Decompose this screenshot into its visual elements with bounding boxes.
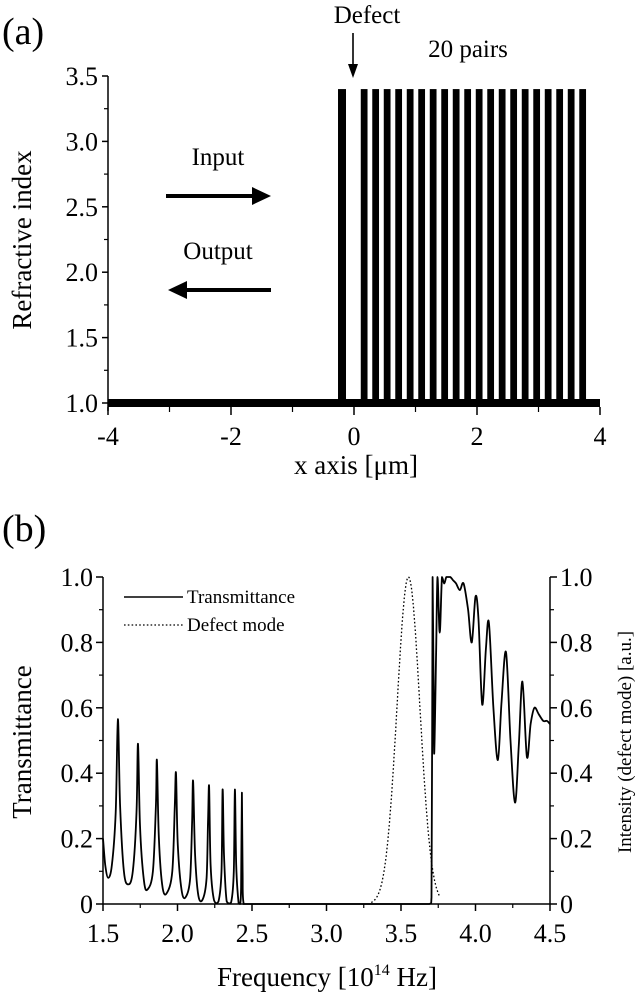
output-annotation: Output (183, 238, 253, 265)
high-index-layer (429, 89, 437, 403)
y-tick-label: 2.5 (66, 193, 99, 222)
panel-b-y-axis-title: Transmittance (7, 665, 37, 818)
x-tick-label: 1.5 (87, 919, 120, 948)
y-tick-label: 1.5 (66, 324, 99, 353)
background-index-line (108, 399, 600, 407)
x-tick-label: 4.0 (459, 919, 492, 948)
high-index-layer (567, 89, 575, 403)
high-index-layer (556, 89, 564, 403)
defect-annotation: Defect (334, 2, 401, 29)
y-tick-label-right: 0.4 (560, 759, 593, 788)
refractive-index-profile (108, 89, 600, 407)
panel-a-label: (a) (2, 11, 44, 53)
panel-b-right-axis-title: Intensity (defect mode) [a.u.] (615, 631, 636, 853)
panel-b-label: (b) (2, 508, 46, 550)
transmittance-curve (102, 576, 551, 905)
high-index-layer (372, 89, 380, 403)
x-tick-label: -2 (220, 422, 242, 451)
y-tick-label-left: 0.6 (61, 694, 94, 723)
high-index-layer (406, 89, 414, 403)
y-tick-label-left: 1.0 (61, 563, 94, 592)
input-annotation: Input (192, 144, 245, 171)
y-tick-label-right: 0.2 (560, 825, 593, 854)
panel-a-y-axis-title: Refractive index (7, 150, 37, 330)
legend: Transmittance Defect mode (124, 587, 295, 636)
y-tick-label-right: 1.0 (560, 563, 593, 592)
pairs-annotation: 20 pairs (428, 36, 508, 63)
panel-b-axes: 0 0 0.2 0.2 0.4 0.4 0.6 0.6 0.8 0.8 1.0 1.0 1.5 2.0 2.… (61, 563, 593, 948)
y-tick-label-right: 0.8 (560, 628, 593, 657)
y-tick-label-right: 0.6 (560, 694, 593, 723)
x-title-sup: 14 (374, 962, 390, 979)
defect-mode-curve (370, 576, 441, 904)
panel-a-axes: 1.0 1.5 2.0 2.5 3.0 3.5 -4 -2 0 2 4 (66, 62, 607, 451)
defect-arrow-icon (348, 33, 358, 78)
x-title-main: Frequency [10 (217, 962, 374, 992)
high-index-layer (510, 89, 518, 403)
y-tick-label-left: 0.2 (61, 825, 94, 854)
legend-transmittance: Transmittance (187, 587, 295, 608)
x-tick-label: 3.0 (310, 919, 343, 948)
x-tick-label: 4 (594, 422, 607, 451)
panel-a-x-axis-title: x axis [μm] (294, 450, 418, 480)
high-index-layer (579, 89, 587, 403)
x-tick-label: 2.0 (161, 919, 194, 948)
panel-b-x-axis-title: Frequency [1014 Hz] (217, 962, 437, 992)
x-tick-label: 2.5 (236, 919, 269, 948)
high-index-layer (475, 89, 483, 403)
y-tick-label: 3.0 (66, 127, 99, 156)
high-index-layer (544, 89, 552, 403)
high-index-layer (533, 89, 541, 403)
panel-a: (a) 1.0 1.5 2.0 2.5 3.0 3.5 -4 -2 0 2 4 x axis [μm… (2, 2, 607, 480)
y-tick-label-left: 0 (80, 890, 93, 919)
y-tick-label: 1.0 (66, 389, 99, 418)
x-tick-label: -4 (97, 422, 119, 451)
y-tick-label-right: 0 (560, 890, 573, 919)
high-index-layer (487, 89, 495, 403)
y-tick-label: 3.5 (66, 62, 99, 91)
high-index-layer (498, 89, 506, 403)
x-tick-label: 0 (348, 422, 361, 451)
high-index-layer (383, 89, 391, 403)
defect-layer (338, 89, 347, 403)
high-index-layer (441, 89, 449, 403)
x-tick-label: 2 (471, 422, 484, 451)
high-index-layer (360, 89, 368, 403)
y-tick-label-left: 0.8 (61, 628, 94, 657)
x-tick-label: 3.5 (385, 919, 418, 948)
input-arrow-icon (166, 187, 271, 205)
legend-defect-mode: Defect mode (187, 615, 285, 636)
high-index-layer (395, 89, 403, 403)
high-index-layer (521, 89, 529, 403)
high-index-layer (464, 89, 472, 403)
x-title-end: Hz] (390, 962, 437, 992)
output-arrow-icon (168, 281, 271, 299)
panel-b: (b) 0 0 0.2 0.2 0.4 0.4 0.6 0.6 0.8 0.8 1.0 1.0 1.5 2… (2, 508, 636, 992)
y-tick-label-left: 0.4 (61, 759, 94, 788)
y-tick-label: 2.0 (66, 258, 99, 287)
high-index-layer (418, 89, 426, 403)
high-index-layer (452, 89, 460, 403)
x-tick-label: 4.5 (534, 919, 567, 948)
